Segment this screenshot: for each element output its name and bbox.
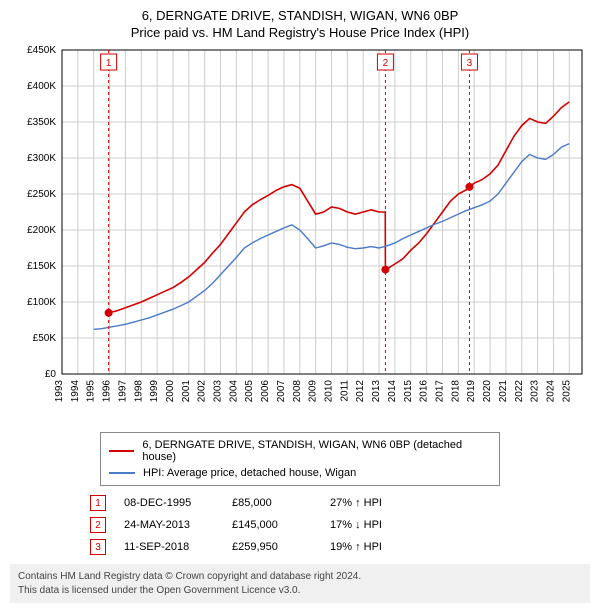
svg-text:1: 1 xyxy=(106,58,112,69)
svg-text:2019: 2019 xyxy=(466,380,477,403)
legend-row: 6, DERNGATE DRIVE, STANDISH, WIGAN, WN6 … xyxy=(109,437,491,465)
svg-text:2023: 2023 xyxy=(530,380,541,403)
event-pct: 17% ↓ HPI xyxy=(330,519,420,531)
event-row: 3 11-SEP-2018 £259,950 19% ↑ HPI xyxy=(90,536,510,558)
svg-text:1993: 1993 xyxy=(54,380,65,403)
svg-text:£50K: £50K xyxy=(33,333,57,344)
event-pct: 27% ↑ HPI xyxy=(330,497,420,509)
event-marker-icon: 3 xyxy=(90,539,106,555)
svg-text:2013: 2013 xyxy=(371,380,382,403)
event-marker-icon: 1 xyxy=(90,495,106,511)
svg-text:2000: 2000 xyxy=(165,380,176,403)
svg-text:1996: 1996 xyxy=(102,380,113,403)
svg-text:2020: 2020 xyxy=(482,380,493,403)
event-pct: 19% ↑ HPI xyxy=(330,541,420,553)
event-date: 08-DEC-1995 xyxy=(124,497,214,509)
legend-label: 6, DERNGATE DRIVE, STANDISH, WIGAN, WN6 … xyxy=(142,439,491,463)
legend-row: HPI: Average price, detached house, Wiga… xyxy=(109,465,491,481)
svg-text:2022: 2022 xyxy=(514,380,525,403)
svg-text:3: 3 xyxy=(467,58,473,69)
svg-text:2011: 2011 xyxy=(339,380,350,402)
svg-text:2025: 2025 xyxy=(561,380,572,403)
svg-text:2: 2 xyxy=(383,58,389,69)
svg-text:1999: 1999 xyxy=(149,380,160,403)
svg-text:2009: 2009 xyxy=(308,380,319,403)
svg-text:£200K: £200K xyxy=(27,225,56,236)
line-chart-svg: £0 £50K £100K £150K £200K £250K £300K £350K £400… xyxy=(10,44,590,422)
svg-text:1997: 1997 xyxy=(117,380,128,403)
svg-text:2005: 2005 xyxy=(244,380,255,403)
svg-text:£300K: £300K xyxy=(27,153,56,164)
svg-text:2018: 2018 xyxy=(450,380,461,403)
svg-text:£400K: £400K xyxy=(27,81,56,92)
svg-text:2008: 2008 xyxy=(292,380,303,403)
event-price: £145,000 xyxy=(232,519,312,531)
svg-text:£450K: £450K xyxy=(27,45,56,56)
event-marker-icon: 2 xyxy=(90,517,106,533)
svg-text:£350K: £350K xyxy=(27,117,56,128)
event-price: £259,950 xyxy=(232,541,312,553)
svg-text:2004: 2004 xyxy=(228,380,239,403)
svg-text:2024: 2024 xyxy=(545,380,556,403)
legend-swatch xyxy=(109,450,134,452)
svg-text:£250K: £250K xyxy=(27,189,56,200)
svg-text:2021: 2021 xyxy=(498,380,509,403)
footer-attribution: Contains HM Land Registry data © Crown c… xyxy=(10,564,590,603)
chart-title-block: 6, DERNGATE DRIVE, STANDISH, WIGAN, WN6 … xyxy=(10,8,590,40)
legend-label: HPI: Average price, detached house, Wiga… xyxy=(143,467,356,479)
legend-box: 6, DERNGATE DRIVE, STANDISH, WIGAN, WN6 … xyxy=(100,432,500,486)
footer-line2: This data is licensed under the Open Gov… xyxy=(18,584,582,598)
svg-text:2006: 2006 xyxy=(260,380,271,403)
svg-text:2010: 2010 xyxy=(324,380,335,403)
chart-title-line1: 6, DERNGATE DRIVE, STANDISH, WIGAN, WN6 … xyxy=(10,8,590,23)
svg-text:2007: 2007 xyxy=(276,380,287,403)
event-price: £85,000 xyxy=(232,497,312,509)
chart-title-line2: Price paid vs. HM Land Registry's House … xyxy=(10,25,590,40)
svg-text:2003: 2003 xyxy=(213,380,224,403)
svg-text:2012: 2012 xyxy=(355,380,366,403)
events-table: 1 08-DEC-1995 £85,000 27% ↑ HPI 2 24-MAY-2013… xyxy=(90,492,510,558)
svg-text:1995: 1995 xyxy=(86,380,97,403)
svg-text:2015: 2015 xyxy=(403,380,414,403)
legend-swatch xyxy=(109,472,135,474)
svg-text:2002: 2002 xyxy=(197,380,208,403)
event-row: 2 24-MAY-2013 £145,000 17% ↓ HPI xyxy=(90,514,510,536)
footer-line1: Contains HM Land Registry data © Crown c… xyxy=(18,570,582,584)
svg-text:£150K: £150K xyxy=(27,261,56,272)
svg-text:1994: 1994 xyxy=(70,380,81,403)
event-date: 11-SEP-2018 xyxy=(124,541,214,553)
svg-text:2016: 2016 xyxy=(419,380,430,403)
svg-text:2014: 2014 xyxy=(387,380,398,403)
svg-text:2001: 2001 xyxy=(181,380,192,403)
event-row: 1 08-DEC-1995 £85,000 27% ↑ HPI xyxy=(90,492,510,514)
event-date: 24-MAY-2013 xyxy=(124,519,214,531)
svg-text:2017: 2017 xyxy=(434,380,445,403)
chart-area: £0 £50K £100K £150K £200K £250K £300K £350K £400… xyxy=(10,44,590,422)
svg-text:£100K: £100K xyxy=(27,297,56,308)
svg-text:£0: £0 xyxy=(45,369,57,380)
svg-text:1998: 1998 xyxy=(133,380,144,403)
